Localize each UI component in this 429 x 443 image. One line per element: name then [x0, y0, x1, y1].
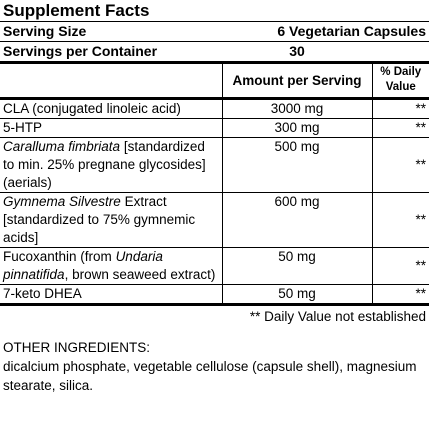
daily-value: **	[372, 97, 429, 119]
ingredient-name: 5-HTP	[0, 118, 222, 138]
serving-size-value: 6 Vegetarian Capsules	[222, 21, 429, 42]
ingredient-name: 7-keto DHEA	[0, 284, 222, 303]
serving-size-label: Serving Size	[0, 21, 222, 42]
ingredient-row: CLA (conjugated linoleic acid) 3000 mg **	[0, 97, 429, 119]
amount: 3000 mg	[221, 97, 373, 119]
name-segment: 5-HTP	[3, 120, 43, 135]
amount: 300 mg	[221, 118, 373, 138]
ingredient-name: Fucoxanthin (from Undaria pinnatifida, b…	[0, 247, 222, 285]
name-segment: 7-keto DHEA	[3, 286, 82, 301]
daily-value: **	[372, 118, 429, 138]
serving-size-row: Serving Size 6 Vegetarian Capsules	[0, 21, 429, 42]
name-segment: Caralluma fimbriata	[3, 139, 121, 154]
name-segment: CLA (conjugated linoleic acid)	[3, 101, 181, 116]
daily-value: **	[372, 247, 429, 285]
name-segment: Fucoxanthin (from	[3, 249, 112, 264]
servings-row: Servings per Container 30	[0, 41, 429, 63]
daily-value-header: % Daily Value	[372, 61, 429, 99]
name-segment: , brown seaweed extract)	[64, 267, 216, 282]
footnote: ** Daily Value not established	[0, 303, 429, 326]
header-row: Amount per Serving % Daily Value	[0, 61, 429, 99]
daily-value: **	[372, 137, 429, 193]
amount: 600 mg	[221, 192, 373, 248]
ingredient-row: 5-HTP 300 mg **	[0, 118, 429, 138]
name-segment: Undaria pinnatifida	[3, 249, 163, 282]
name-segment: [standardized to min. 25% pregnane glyco…	[3, 139, 206, 190]
servings-label: Servings per Container	[0, 41, 222, 63]
amount-header: Amount per Serving	[221, 61, 373, 99]
daily-value: **	[372, 192, 429, 248]
ingredient-row: Caralluma fimbriata [standardized to min…	[0, 137, 429, 193]
ingredient-row: Fucoxanthin (from Undaria pinnatifida, b…	[0, 247, 429, 285]
amount: 500 mg	[221, 137, 373, 193]
ingredient-row: Gymnema Silvestre Extract [standardized …	[0, 192, 429, 248]
other-ingredients-label: OTHER INGREDIENTS:	[3, 340, 151, 355]
ingredient-name: Gymnema Silvestre Extract [standardized …	[0, 192, 222, 248]
title: Supplement Facts	[3, 1, 150, 20]
other-ingredients: OTHER INGREDIENTS: dicalcium phosphate, …	[0, 326, 429, 395]
name-segment: Gymnema Silvestre	[3, 194, 121, 209]
ingredient-name: CLA (conjugated linoleic acid)	[0, 97, 222, 119]
name-segment: Extract [standardized to 75% gymnemic ac…	[3, 194, 196, 245]
servings-value: 30	[222, 41, 372, 63]
ingredient-name: Caralluma fimbriata [standardized to min…	[0, 137, 222, 193]
amount: 50 mg	[221, 284, 373, 303]
daily-value: **	[372, 284, 429, 303]
other-ingredients-text: dicalcium phosphate, vegetable cellulose…	[3, 359, 417, 393]
amount: 50 mg	[221, 247, 373, 285]
ingredient-row: 7-keto DHEA 50 mg **	[0, 284, 429, 303]
facts-table: Serving Size 6 Vegetarian Capsules Servi…	[0, 21, 429, 303]
